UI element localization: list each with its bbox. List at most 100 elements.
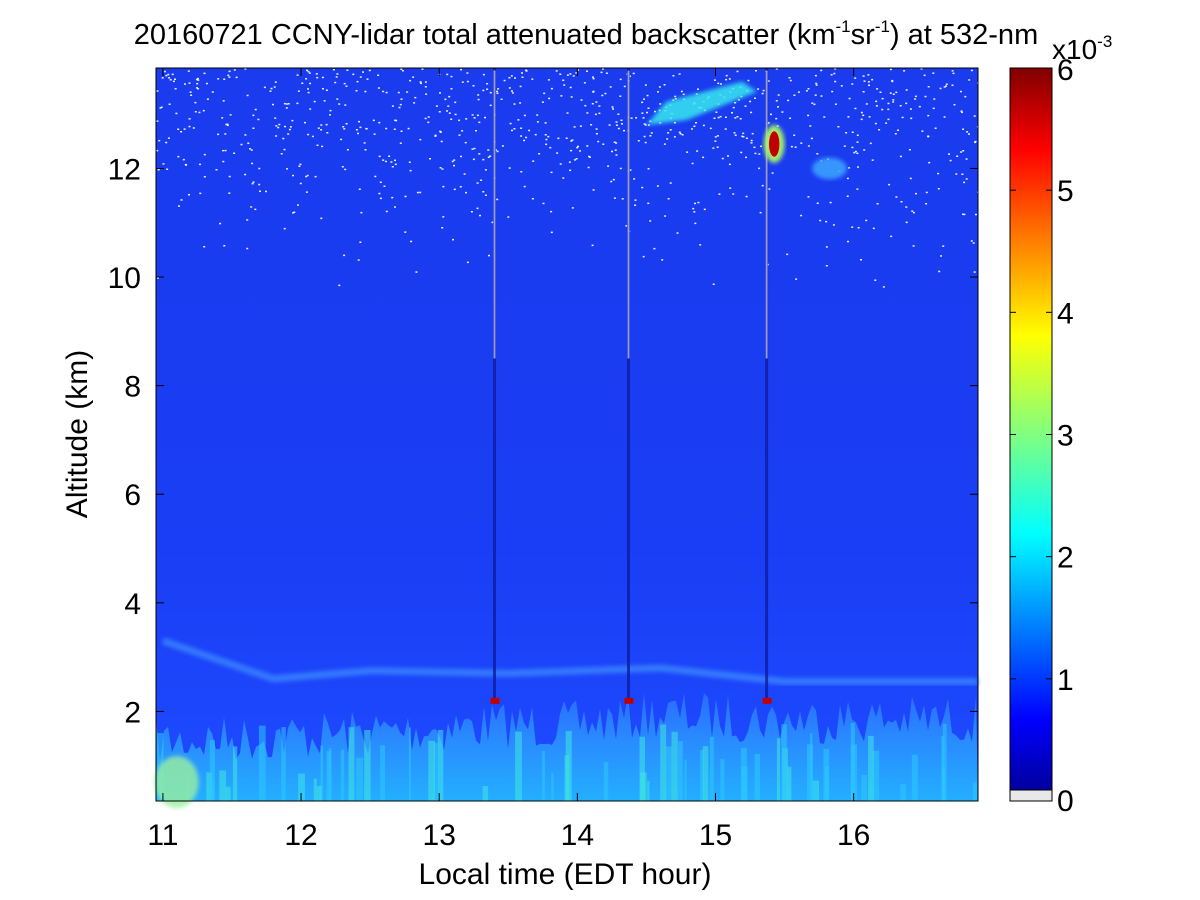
aerosol-streak — [281, 727, 286, 801]
noise-speckle — [970, 69, 973, 72]
noise-speckle — [399, 142, 402, 144]
noise-speckle — [895, 91, 898, 94]
aerosol-streak — [941, 736, 945, 801]
noise-speckle — [379, 181, 382, 183]
noise-speckle — [794, 146, 797, 148]
noise-speckle — [548, 97, 551, 100]
noise-speckle — [287, 103, 290, 105]
noise-speckle — [965, 178, 968, 180]
noise-speckle — [899, 105, 902, 107]
spike-blip — [490, 697, 500, 704]
aerosol-streak — [810, 786, 818, 801]
noise-speckle — [251, 162, 254, 165]
noise-speckle — [421, 68, 424, 70]
noise-speckle — [740, 151, 743, 154]
noise-speckle — [500, 98, 503, 100]
noise-speckle — [427, 116, 430, 118]
aerosol-streak — [741, 766, 748, 801]
noise-speckle — [308, 72, 311, 74]
noise-speckle — [973, 271, 976, 273]
noise-speckle — [285, 103, 288, 105]
noise-speckle — [425, 93, 428, 95]
aerosol-streak — [942, 723, 947, 801]
noise-speckle — [816, 202, 819, 204]
noise-speckle — [305, 191, 308, 193]
noise-speckle — [813, 103, 816, 106]
heatmap-area — [154, 67, 980, 808]
noise-speckle — [807, 114, 810, 117]
noise-speckle — [865, 103, 868, 105]
noise-speckle — [832, 224, 835, 226]
noise-speckle — [475, 130, 477, 132]
noise-speckle — [532, 160, 535, 162]
noise-speckle — [338, 103, 341, 105]
noise-speckle — [750, 139, 753, 142]
noise-speckle — [185, 164, 188, 166]
noise-speckle — [673, 136, 676, 138]
noise-speckle — [952, 72, 955, 75]
noise-speckle — [745, 156, 747, 159]
noise-speckle — [587, 166, 590, 169]
noise-speckle — [285, 107, 288, 109]
noise-speckle — [713, 79, 716, 81]
colorbar-tick-label: 3 — [1057, 420, 1074, 453]
noise-speckle — [326, 132, 329, 134]
noise-speckle — [719, 115, 722, 118]
noise-speckle — [336, 98, 339, 100]
noise-speckle — [610, 180, 613, 183]
noise-speckle — [400, 98, 403, 100]
noise-speckle — [758, 153, 761, 155]
noise-speckle — [872, 227, 875, 230]
noise-speckle — [630, 117, 633, 119]
noise-speckle — [363, 142, 366, 144]
x-tick-label: 16 — [837, 819, 870, 852]
colorbar-tick-label: 6 — [1057, 54, 1074, 87]
noise-speckle — [915, 192, 917, 195]
noise-speckle — [414, 96, 417, 99]
noise-speckle — [932, 107, 935, 110]
spike-noise — [493, 70, 496, 359]
noise-speckle — [284, 125, 286, 128]
noise-speckle — [496, 90, 498, 93]
noise-speckle — [595, 128, 598, 130]
noise-speckle — [378, 121, 381, 124]
noise-speckle — [278, 123, 281, 126]
noise-speckle — [252, 114, 255, 117]
noise-speckle — [545, 138, 548, 141]
noise-speckle — [190, 94, 193, 96]
noise-speckle — [223, 78, 226, 80]
noise-speckle — [717, 82, 720, 85]
noise-speckle — [809, 125, 812, 127]
noise-speckle — [397, 91, 400, 94]
noise-speckle — [863, 80, 866, 82]
noise-speckle — [536, 121, 539, 123]
noise-speckle — [854, 150, 857, 153]
noise-speckle — [459, 186, 462, 188]
noise-speckle — [713, 117, 716, 119]
noise-speckle — [358, 120, 360, 123]
noise-speckle — [887, 108, 890, 111]
noise-speckle — [473, 117, 476, 119]
noise-speckle — [566, 74, 569, 76]
aerosol-streak — [754, 754, 760, 801]
y-tick-label: 4 — [124, 588, 141, 621]
x-axis: 11 12 13 14 15 16 — [147, 68, 870, 852]
noise-speckle — [480, 179, 483, 181]
noise-speckle — [646, 94, 649, 97]
noise-speckle — [611, 106, 614, 108]
noise-speckle — [800, 142, 803, 144]
noise-speckle — [562, 79, 565, 81]
noise-speckle — [742, 132, 745, 135]
noise-speckle — [203, 246, 206, 248]
noise-speckle — [273, 86, 276, 88]
noise-speckle — [927, 114, 930, 117]
noise-speckle — [198, 111, 201, 114]
noise-speckle — [287, 133, 290, 135]
noise-speckle — [862, 75, 865, 77]
noise-speckle — [343, 82, 346, 85]
noise-speckle — [559, 73, 562, 75]
noise-speckle — [612, 108, 614, 110]
noise-speckle — [424, 81, 427, 83]
noise-speckle — [634, 204, 637, 206]
noise-speckle — [856, 152, 859, 155]
